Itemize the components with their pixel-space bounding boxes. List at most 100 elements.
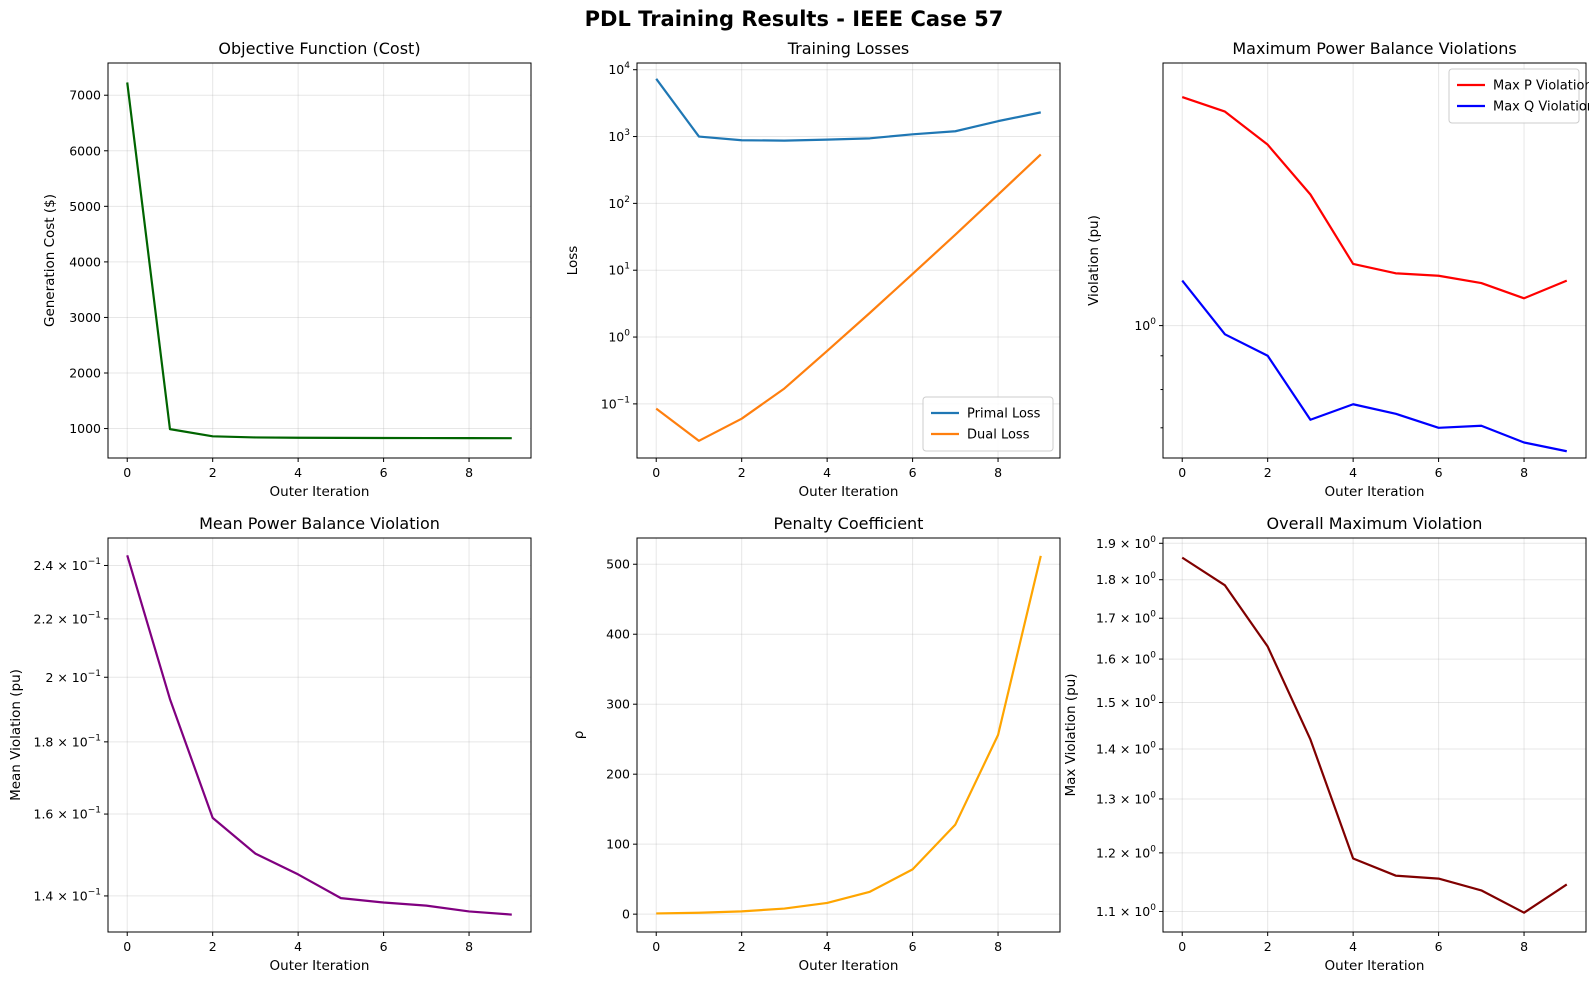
x-tick-label: 0 [652, 939, 660, 954]
x-tick-label: 6 [1435, 465, 1443, 480]
legend-entry: Dual Loss [967, 428, 1030, 443]
x-tick-label: 2 [738, 465, 746, 480]
y-axis-label: Loss [565, 246, 581, 276]
legend-box [922, 396, 1054, 452]
axes-container: 0 2 4 6 81000200030004000500060007000Objecti… [8, 39, 1589, 974]
chart-title: Maximum Power Balance Violations [1232, 39, 1516, 58]
x-tick-label: 8 [465, 939, 473, 954]
y-tick-label: 6000 [69, 143, 101, 158]
x-tick-label: 6 [909, 465, 917, 480]
plot-frame [636, 537, 1061, 933]
x-axis-label: Outer Iteration [270, 484, 370, 500]
legend-entry: Primal Loss [967, 407, 1041, 422]
x-tick-label: 0 [652, 465, 660, 480]
chart-cost: 0 2 4 6 8 1000 2000 3000 4000 5000 6000 7000 Objecti… [42, 39, 532, 500]
x-tick-label: 8 [465, 465, 473, 480]
y-axis-label: Generation Cost ($) [42, 194, 58, 327]
x-axis-label: Outer Iteration [270, 958, 370, 974]
y-tick-label: 0 [622, 907, 630, 922]
legend: Max P Violation Max Q Violation [1448, 68, 1589, 124]
legend-entry: Max Q Violation [1493, 100, 1589, 115]
x-tick-label: 4 [823, 465, 831, 480]
x-tick-label: 0 [1178, 939, 1186, 954]
x-tick-label: 8 [994, 939, 1002, 954]
chart-mean-violation: 0 2 4 6 8 1.4 × 10−1 1.6 × 10−1 1.8 × 10−1 2 × 1… [8, 514, 532, 974]
x-tick-label: 0 [123, 465, 131, 480]
plot-frame [107, 62, 532, 459]
x-axis-label: Outer Iteration [799, 958, 899, 974]
y-axis-label: Mean Violation (pu) [8, 669, 24, 801]
y-tick-label: 1.9 × 100 [1096, 535, 1156, 551]
x-tick-label: 2 [209, 939, 217, 954]
x-tick-label: 4 [1349, 465, 1357, 480]
x-tick-label: 8 [1520, 465, 1528, 480]
x-tick-label: 8 [994, 465, 1002, 480]
y-axis-label: ρ [571, 731, 587, 740]
chart-losses: 0 2 4 6 8 10−1 100 101 102 103 104 Training Losses O… [565, 39, 1061, 500]
plot-frame [107, 537, 532, 933]
y-tick-label: 1.4 × 10−1 [34, 887, 102, 903]
y-tick-label: 1.4 × 100 [1096, 741, 1156, 757]
plot-frame [1162, 62, 1587, 459]
y-tick-label: 2 × 10−1 [45, 669, 101, 685]
y-tick-label: 400 [606, 627, 630, 642]
y-tick-label: 1.6 × 10−1 [34, 806, 102, 822]
y-tick-label: 1.8 × 100 [1096, 571, 1156, 587]
series-line-1 [1181, 279, 1567, 453]
x-tick-label: 4 [823, 939, 831, 954]
y-tick-label: 1.3 × 100 [1096, 790, 1156, 806]
y-tick-label: 10−1 [601, 395, 630, 411]
x-tick-label: 2 [1264, 465, 1272, 480]
y-tick-label: 2.4 × 10−1 [34, 557, 102, 573]
x-tick-label: 8 [1520, 939, 1528, 954]
chart-overall-max: 0 2 4 6 8 1.1 × 100 1.2 × 100 1.3 × 100 1.4 × 10… [1063, 514, 1587, 974]
chart-title: Mean Power Balance Violation [199, 514, 440, 533]
y-tick-label: 100 [606, 837, 630, 852]
x-tick-label: 4 [1349, 939, 1357, 954]
chart-penalty: 0 2 4 6 8 0 100 200 300 400 500 Penalty Coefficient… [571, 514, 1061, 974]
y-tick-label: 2.2 × 10−1 [34, 610, 102, 626]
y-tick-label: 300 [606, 697, 630, 712]
x-tick-label: 4 [294, 465, 302, 480]
y-tick-label: 1000 [69, 421, 101, 436]
x-tick-label: 2 [738, 939, 746, 954]
y-tick-label: 1.6 × 100 [1096, 651, 1156, 667]
y-tick-label: 4000 [69, 254, 101, 269]
y-tick-label: 1.7 × 100 [1096, 610, 1156, 626]
y-tick-label: 500 [606, 557, 630, 572]
x-tick-label: 6 [380, 465, 388, 480]
x-tick-label: 0 [123, 939, 131, 954]
x-tick-label: 2 [1264, 939, 1272, 954]
y-tick-label: 101 [608, 262, 630, 278]
plot-frame [1162, 537, 1587, 933]
figure-title: PDL Training Results - IEEE Case 57 [585, 7, 1004, 31]
legend: Primal Loss Dual Loss [922, 396, 1054, 452]
x-tick-label: 4 [294, 939, 302, 954]
chart-title: Penalty Coefficient [774, 514, 924, 533]
y-tick-label: 103 [608, 128, 630, 144]
series-line-0 [656, 555, 1042, 915]
x-tick-label: 6 [380, 939, 388, 954]
y-tick-label: 1.1 × 100 [1096, 903, 1156, 919]
y-tick-label: 100 [608, 329, 630, 345]
y-axis-label: Violation (pu) [1086, 215, 1102, 306]
series-line-0 [655, 78, 1041, 142]
legend-box [1448, 68, 1580, 124]
x-tick-label: 2 [209, 465, 217, 480]
x-tick-label: 0 [1178, 465, 1186, 480]
y-tick-label: 2000 [69, 366, 101, 381]
series-line-0 [126, 555, 512, 916]
y-axis-label: Max Violation (pu) [1063, 674, 1079, 797]
y-tick-label: 1.8 × 10−1 [34, 733, 102, 749]
y-tick-label: 104 [608, 61, 630, 77]
y-tick-label: 100 [1134, 317, 1156, 333]
x-axis-label: Outer Iteration [799, 484, 899, 500]
y-tick-label: 102 [608, 195, 630, 211]
legend-entry: Max P Violation [1493, 79, 1589, 94]
x-tick-label: 6 [909, 939, 917, 954]
chart-title: Training Losses [787, 39, 910, 58]
chart-title: Objective Function (Cost) [218, 39, 420, 58]
series-line-0 [1181, 556, 1568, 914]
